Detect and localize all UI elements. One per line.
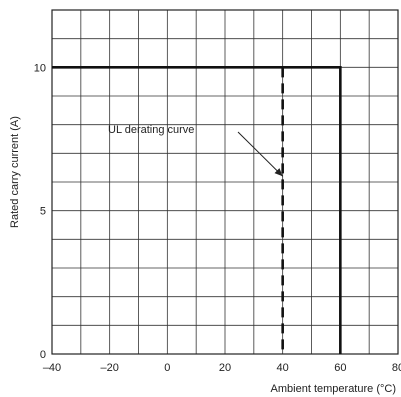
- annotation-leader-line: [237, 131, 284, 177]
- x-tick-label: 60: [334, 362, 346, 374]
- y-tick-label: 0: [40, 349, 46, 361]
- x-axis-label: Ambient temperature (°C): [271, 383, 396, 395]
- annotation-ul-derating-curve: UL derating curve: [108, 124, 194, 136]
- rated-current-line: [52, 66, 342, 354]
- x-tick-label: 0: [164, 362, 170, 374]
- x-tick-labels: –40 –20 0 20 40 60 80: [43, 362, 401, 374]
- x-tick-label: –40: [43, 362, 61, 374]
- y-tick-label: 5: [40, 206, 46, 218]
- grid: [51, 9, 399, 355]
- series-group: [52, 66, 342, 354]
- x-tick-label: 20: [219, 362, 231, 374]
- x-tick-label: 80: [392, 362, 401, 374]
- x-tick-label: 40: [277, 362, 289, 374]
- y-axis-label: Rated carry current (A): [9, 116, 21, 228]
- annotation-arrowhead: [274, 168, 283, 177]
- x-tick-label: –20: [100, 362, 118, 374]
- y-tick-label: 10: [34, 62, 46, 74]
- plot-frame: [51, 9, 399, 355]
- y-tick-labels: 0 5 10: [34, 62, 46, 361]
